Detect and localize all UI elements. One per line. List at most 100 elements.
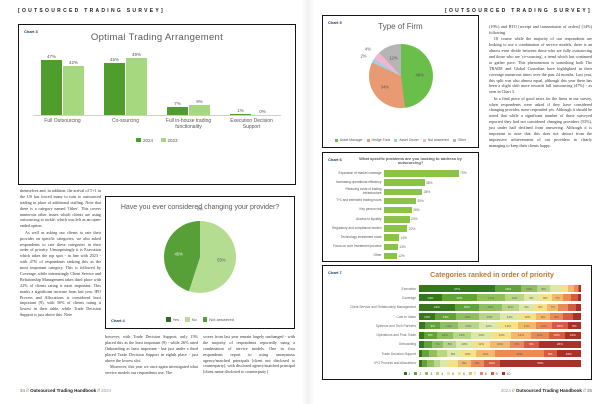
stacked-row-label: IPO Process and Allocations	[374, 361, 416, 366]
legend-swatch-icon	[366, 138, 370, 142]
bar-value-label: 0%	[259, 109, 266, 114]
stacked-segment-rank-4: 11%	[501, 303, 520, 311]
hbar-row: Increasing operational efficiency 38%	[327, 178, 474, 187]
hbar-track: 70%	[384, 170, 474, 177]
pie-slice-label: 48%	[415, 72, 424, 78]
hbar-value-label: 13%	[399, 244, 406, 249]
legend-label: 5	[452, 371, 455, 376]
legend-label: Hedge Fund	[371, 138, 391, 142]
legend-item: 2024	[136, 138, 153, 143]
hbar	[384, 197, 416, 205]
bar-column: 47%	[41, 54, 62, 115]
stacked-segment-rank-7: 7%	[546, 303, 559, 311]
stacked-row-label: Client Service and Relationship Manageme…	[350, 305, 416, 310]
bar-2023	[126, 57, 147, 115]
stacked-segment-rank-8	[558, 303, 568, 311]
stacked-segment-rank-7: 12%	[511, 331, 531, 339]
bar-group: 45% 49% Co-sourcing	[94, 51, 157, 131]
hbar-label: Regulatory and compliance burden	[332, 225, 382, 230]
stacked-segment-rank-9	[567, 303, 577, 311]
stacked-row: Systems and Tech Partners 9% 11% 13% 12% 12% 1…	[327, 321, 581, 330]
bar-value-label: 1%	[237, 107, 244, 113]
stacked-segment-rank-3: 14%	[478, 303, 502, 311]
stacked-segment-rank-6: 12%	[491, 331, 512, 339]
hbar-row: Other 12%	[327, 251, 474, 260]
stacked-bar: 7% 8% 10% 11% 12% 9% 9% 26%	[419, 340, 581, 348]
stacked-segment-rank-2: 13%	[435, 313, 457, 321]
body-paragraph: In a final piece of good news for the fi…	[489, 95, 592, 148]
bar-pair: 47% 42%	[41, 51, 84, 115]
stacked-segment-rank-1: 47%	[419, 285, 496, 293]
hbar	[384, 225, 408, 232]
body-column-2: however, with Trade Decision Support, on…	[105, 334, 198, 382]
hbar-value-label: 36%	[423, 189, 431, 194]
bar-2023	[189, 104, 210, 115]
legend-item: 1	[403, 371, 411, 376]
legend-label: 2023	[167, 137, 178, 143]
chart7-stacked-bar-chart: Execution 47% 16% 10% 8% Coverage 14% 22% 17% 12%…	[327, 284, 581, 368]
bar-pair: 45% 49%	[104, 51, 147, 115]
hbar-label: Technology investment costs	[340, 235, 382, 239]
stacked-segment-rank-6: 12%	[498, 322, 518, 330]
legend-item: Yes	[166, 317, 179, 322]
hbar	[384, 170, 459, 177]
hbar-label: Key person risk	[359, 207, 382, 212]
stacked-bar: 10% 13% 14% 13% 12% 10% 9% 8%	[419, 313, 581, 321]
chart3-grouped-bar-chart: 47% 42% Full Outsourcing 45% 49% Co-sourcing 7…	[31, 51, 283, 131]
stacked-segment-rank-8: 9%	[509, 340, 525, 348]
bar-value-label: 45%	[109, 56, 119, 62]
hbar-track: 14%	[384, 234, 474, 241]
stacked-bar: 9% 11% 13% 12% 12% 11% 10% 10% 8%	[419, 322, 581, 330]
hbar-label: Increasing operational efficiency	[336, 179, 382, 184]
legend-swatch-icon	[185, 317, 190, 322]
stacked-segment-rank-7: 11%	[517, 322, 536, 330]
stacked-segment-rank-5	[550, 285, 560, 293]
hbar-row: Access to liquidity 24%	[327, 215, 474, 224]
chart6-horizontal-bar-chart: Expansion of market coverage 70% Increasin…	[327, 169, 474, 261]
pie-slice-label: 34%	[380, 84, 390, 90]
legend-item: Hedge Fund	[366, 138, 391, 142]
bar-group: 7% 9% Full in-house trading functionality	[157, 51, 220, 131]
chart3-legend: 2024 2023	[19, 138, 295, 143]
legend-item: Not answered	[202, 317, 234, 322]
legend-swatch-icon	[501, 372, 505, 376]
hbar-track: 26%	[384, 206, 474, 214]
legend-swatch-icon	[422, 138, 426, 142]
bar-group: 47% 42% Full Outsourcing	[31, 51, 94, 131]
legend-label: 9	[495, 371, 498, 376]
stacked-segment-rank-10	[572, 313, 581, 321]
stacked-segment-rank-8: 11%	[530, 331, 549, 339]
stacked-segment-rank-2	[422, 359, 428, 367]
stacked-segment-rank-10: 26%	[538, 340, 581, 348]
legend-item: 6	[458, 372, 465, 376]
stacked-segment-rank-6: 10%	[459, 350, 476, 358]
stacked-row-label: Trade Decision Support	[381, 351, 416, 356]
body-paragraph: Of course while the majority of our resp…	[489, 36, 592, 95]
stacked-row-label: Operations and Post-Trade	[376, 333, 416, 338]
bar-2024	[167, 106, 188, 115]
stacked-segment-rank-6: 11%	[472, 340, 491, 348]
legend-swatch-icon	[136, 137, 141, 143]
hbar-row: Focus on core investment process 13%	[327, 242, 474, 251]
footer-separator: //	[97, 388, 100, 393]
pie-slice-label: 45%	[174, 251, 183, 257]
stacked-row-label: Cost to Value	[396, 314, 416, 319]
stacked-bar: 14% 22% 17% 12% 9% 8% 7%	[419, 294, 581, 302]
stacked-segment-rank-10	[577, 294, 581, 302]
stacked-segment-rank-9	[571, 294, 578, 302]
stacked-segment-rank-3: 7%	[431, 340, 444, 348]
stacked-segment-rank-6	[559, 285, 568, 293]
legend-swatch-icon	[394, 138, 398, 142]
legend-label: 1	[408, 371, 411, 376]
stacked-row: IPO Process and Allocations 8% 8% 10% 50%	[327, 358, 581, 367]
stacked-segment-rank-8: 8%	[470, 359, 484, 367]
legend-item: Asset Owner	[394, 138, 419, 142]
legend-label: Yes	[172, 317, 180, 322]
chart6-panel: Chart 6 What specific problems are you l…	[322, 152, 479, 262]
hbar-track: 36%	[384, 188, 474, 195]
stacked-segment-rank-10: 10%	[564, 331, 581, 339]
footer-page-number: 35	[586, 388, 592, 393]
stacked-segment-rank-7: 12%	[490, 340, 510, 348]
legend-swatch-icon	[490, 372, 494, 376]
bar-value-label: 9%	[196, 98, 203, 104]
